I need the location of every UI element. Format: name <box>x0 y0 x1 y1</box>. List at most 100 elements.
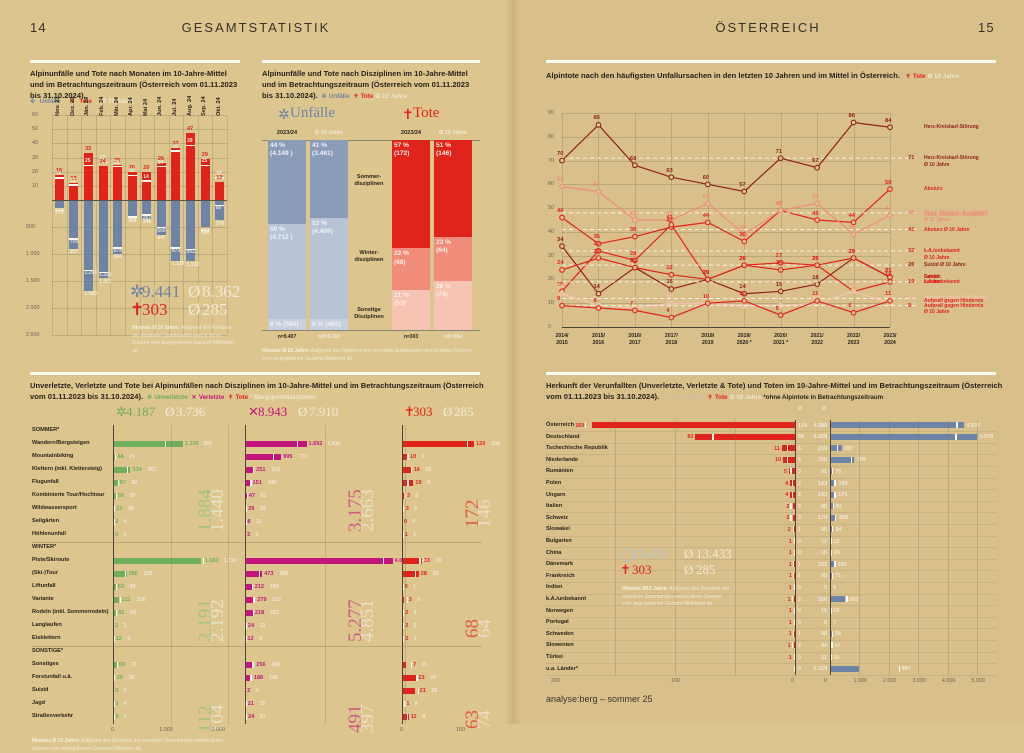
ver-value-mean: 705 <box>802 457 827 463</box>
causes-mean-value: 32 <box>908 248 914 254</box>
detail-axis <box>113 425 114 724</box>
causes-point-label: 16 <box>666 279 672 285</box>
bar-value-tote-mean: 16 <box>56 171 62 177</box>
ver-value-mean: 15 <box>802 550 827 556</box>
detail-value-mean: 145 <box>268 480 277 486</box>
column-header: 2023/24 <box>392 130 430 136</box>
country-label: Niederlande <box>546 457 578 463</box>
tote-value-mean: 3 <box>798 504 801 510</box>
detail-value-mean: 8 <box>417 597 420 603</box>
tote-value-mean: 0 <box>798 666 801 672</box>
causes-gridline <box>562 279 890 280</box>
causes-point-label: 4 <box>666 308 669 314</box>
herkunft-rowline <box>546 454 996 455</box>
causes-point-label: 14 <box>593 284 599 290</box>
detail-value-current: 2 <box>247 532 250 538</box>
causes-y-tick: 20 <box>548 276 554 282</box>
country-label: Polen <box>546 480 561 486</box>
ver-value-current: 47 <box>834 643 840 649</box>
country-label: Slowakei <box>546 526 570 532</box>
detail-value-mean: 4 <box>124 519 127 525</box>
detail-bar-mean-marker <box>252 584 253 590</box>
country-label: Türkei <box>546 654 563 660</box>
causes-point-label: 18 <box>812 275 818 281</box>
detail-value-mean: 9 <box>422 454 425 460</box>
detail-value-current: 87 <box>120 480 126 486</box>
discipline-label: Wildwassersport <box>32 505 77 511</box>
column-header: 2023/24 <box>268 130 306 136</box>
tote-bar-mean-marker <box>585 422 586 428</box>
hinweis-herkunft: Hinweis Ø10 Jahre: Aufgrund des Rundens … <box>622 586 732 609</box>
causes-point-label: 9 <box>776 296 779 302</box>
tote-value-mean: 1 <box>798 562 801 568</box>
ver-bar-mean-marker <box>831 642 832 648</box>
country-label: Tschechische Republik <box>546 445 608 451</box>
total-ver-mean: 7.910 <box>309 404 338 420</box>
subtotal-ver-mean: 4.851 <box>357 599 379 642</box>
detail-value-mean: 92 <box>132 480 138 486</box>
causes-point-label: 20 <box>703 270 709 276</box>
causes-gridline <box>562 161 890 162</box>
tote-value-mean: 1 <box>798 573 801 579</box>
tote-value-current: 1 <box>780 562 792 568</box>
tote-axis <box>795 420 796 675</box>
ver-bar <box>830 666 859 672</box>
tote-value-mean: 3 <box>798 469 801 475</box>
tote-value-mean: 2 <box>798 643 801 649</box>
detail-value-current: 11 <box>411 714 417 720</box>
gridline-vert <box>110 115 111 335</box>
detail-value-mean: 23 <box>260 623 266 629</box>
herkunft-rowline <box>546 466 996 467</box>
n-label: nØ=284 <box>434 334 472 340</box>
ver-value-current: 397 <box>845 446 854 452</box>
detail-value-mean: 9 <box>427 480 430 486</box>
causes-point-label: 5 <box>776 306 779 312</box>
ver-value-mean: 11 <box>802 539 827 545</box>
total-tote-mean: 285 <box>202 300 228 320</box>
tote-value-current: 169 <box>572 423 584 429</box>
bar-value-tote-mean: 25 <box>202 158 208 164</box>
detail-axis <box>402 425 403 724</box>
mean-marker-tote <box>113 166 122 167</box>
detail-value-mean: 51 <box>261 493 267 499</box>
subtotal-tot-mean: 146 <box>474 499 496 528</box>
causes-point-label: 44 <box>703 213 709 219</box>
chart-title-causes: Alpintote nach den häufigsten Unfallursa… <box>546 70 1006 82</box>
mean-marker-tote <box>171 150 180 151</box>
ver-bar <box>830 596 845 602</box>
herkunft-rowline <box>546 663 996 664</box>
bar-value-unfaelle: 907 <box>70 249 78 255</box>
gridline-vert <box>125 115 126 335</box>
country-label: Schweiz <box>546 515 568 521</box>
country-label: Österreich <box>546 422 574 428</box>
detail-value-mean: 3 <box>124 688 127 694</box>
detail-value-mean: 18 <box>128 675 134 681</box>
detail-gridline <box>228 425 229 724</box>
ver-value-mean: 6 <box>802 620 827 626</box>
causes-gridline-vert <box>562 113 563 327</box>
page-title-left: GESAMTSTATISTIK <box>0 20 512 35</box>
tote-bar-mean-marker <box>793 561 794 567</box>
detail-value-current: 48 <box>118 454 124 460</box>
discipline-label: Jagd <box>32 700 45 706</box>
bar-value-unfaelle-mean: 1.328 <box>99 272 112 278</box>
gridline-vert <box>96 115 97 335</box>
detail-value-current: 151 <box>252 480 261 486</box>
ver-bar-mean-marker <box>832 631 833 637</box>
causes-point-label: 9 <box>557 296 560 302</box>
bar-unfaelle <box>113 200 122 254</box>
rule-disziplinen-detail <box>30 372 480 375</box>
ver-axis <box>830 420 831 675</box>
herkunft-total-tote-mean-icon: Ø <box>684 562 693 578</box>
detail-value-mean: 1 <box>123 532 126 538</box>
causes-y-tick: 10 <box>548 300 554 306</box>
detail-bar-mean-marker <box>250 480 251 486</box>
detail-value-current: 260 <box>129 571 138 577</box>
bar-tote <box>215 182 224 200</box>
detail-value-mean: 232 <box>272 597 281 603</box>
detail-bar <box>113 558 201 564</box>
tote-bar-mean-marker <box>712 434 713 440</box>
